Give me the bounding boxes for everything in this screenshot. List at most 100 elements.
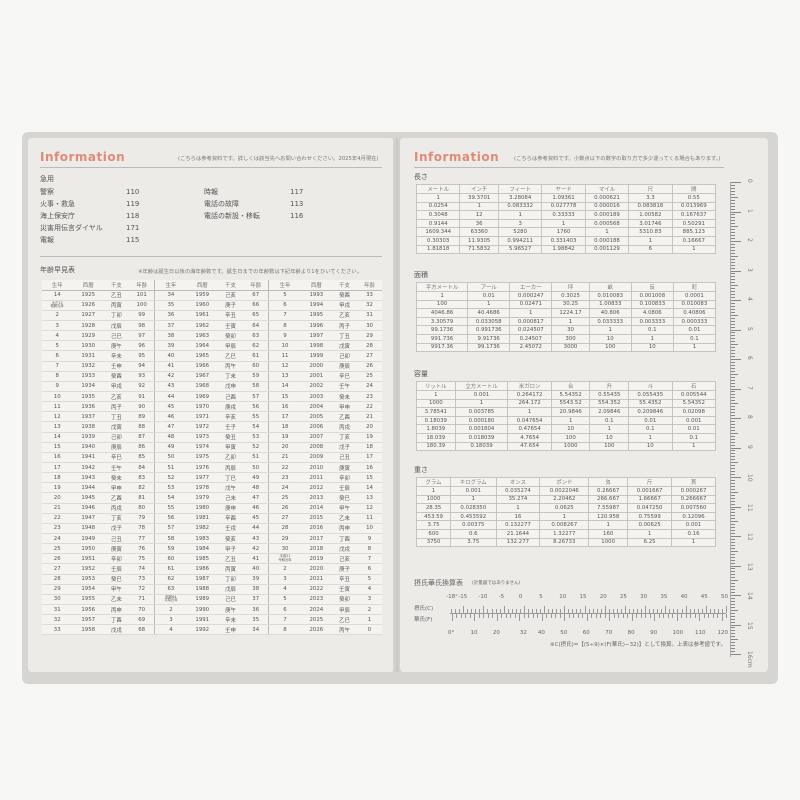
fahrenheit-tick <box>537 614 539 618</box>
left-page: Information (こちらは参考資料です。詳しくは該当先へお問い合わせくだ… <box>28 138 394 672</box>
ruler-tick <box>731 385 735 387</box>
table-cell: 30 <box>551 325 590 335</box>
table-cell: 11 <box>357 513 382 524</box>
table-cell: 戊子 <box>104 523 129 535</box>
column-header: キログラム <box>450 477 497 487</box>
table-row: 5 1930 庚午 96 39 1964 甲辰 62 10 1998 戊寅 28 <box>42 340 382 352</box>
table-cell: 3.28084 <box>497 193 543 203</box>
table-cell: 61 <box>242 350 269 362</box>
table-cell: 1.98842 <box>541 244 586 255</box>
table-cell: 癸酉 <box>332 290 357 301</box>
table-cell: 0.167637 <box>671 210 717 220</box>
table-cell: 辛亥 <box>218 411 243 423</box>
fahrenheit-label: 華氏(F) <box>414 617 433 623</box>
table-cell: 74 <box>128 563 155 575</box>
table-cell: 58 <box>154 533 187 545</box>
table-cell: 38 <box>242 584 269 595</box>
celsius-tick <box>560 609 562 613</box>
table-cell: 34 <box>242 624 269 636</box>
table-cell: 41 <box>154 361 187 372</box>
celsius-tick <box>487 609 489 613</box>
celsius-tick-label: 40 <box>680 594 688 600</box>
table-cell: 5543.52 <box>550 398 591 409</box>
ruler-tick <box>731 297 735 299</box>
celsius-tick-label: -5 <box>498 594 505 600</box>
emergency-name: 災害用伝言ダイヤル <box>40 224 103 232</box>
table-cell: 0.001 <box>671 520 716 530</box>
ruler-tick <box>731 574 735 576</box>
table-cell: 3 <box>497 218 543 229</box>
table-cell: 8.26733 <box>539 537 590 548</box>
ruler-tick <box>731 350 735 352</box>
table-cell: 57 <box>154 523 187 535</box>
ruler-tick <box>731 252 735 254</box>
table-cell: 61 <box>154 563 187 575</box>
table-cell: 辛卯 <box>104 553 129 565</box>
conversion-table: 平方メートル アール エーカー坪畝反町 1 0.01 0.000247 0.3025 0.01… <box>415 282 717 353</box>
table-row: 4 1929 己巳 97 38 1963 癸卯 63 9 1997 丁丑 29 <box>42 330 382 342</box>
table-cell: 戊寅 <box>104 421 129 433</box>
table-cell: 丁亥 <box>332 432 357 443</box>
table-cell: 81 <box>128 492 155 504</box>
fahrenheit-tick-label: 50 <box>560 630 568 636</box>
table-cell: 38 <box>154 330 187 342</box>
page-title: Information <box>414 150 500 164</box>
ruler-tick <box>731 232 735 234</box>
divider <box>414 167 724 168</box>
emergency-item: 電報 115 <box>40 234 139 246</box>
table-cell: 1609.344 <box>415 227 461 237</box>
table-cell: 63360 <box>459 227 499 237</box>
ruler-tick <box>731 612 735 614</box>
fahrenheit-tick <box>456 614 458 618</box>
fahrenheit-tick <box>622 614 624 618</box>
table-cell: 3.78541 <box>416 407 456 417</box>
fahrenheit-tick <box>681 614 683 618</box>
table-cell: 18 <box>42 472 73 484</box>
ruler-tick <box>731 477 741 478</box>
table-cell: 0.02471 <box>509 299 553 310</box>
table-cell: 78 <box>128 523 155 535</box>
table-cell: 1 <box>454 398 509 409</box>
celsius-tick-label: 20 <box>599 594 607 600</box>
table-cell: 1992 <box>186 624 219 636</box>
celsius-tick-label: 45 <box>700 594 708 600</box>
table-cell: 4 <box>42 330 73 342</box>
ruler-tick <box>731 323 735 325</box>
celsius-tick <box>677 609 679 613</box>
ruler: 0 1 2 3 4 5 6 7 8 9 10 11 12 13 14 15 16cm <box>730 179 760 668</box>
celsius-tick <box>475 609 477 613</box>
emergency-item: 警察 110 <box>40 186 139 198</box>
table-cell: 丙寅 <box>218 563 243 575</box>
table-header-row: グラム キログラム オンス ポンド匁斤貫 <box>415 477 716 487</box>
table-cell: 49 <box>242 472 269 484</box>
ruler-tick <box>731 429 735 431</box>
table-cell: 己丑 <box>104 533 129 545</box>
table-row: 20 1945 乙酉 81 54 1979 己未 47 25 2013 癸巳 13 <box>42 492 382 504</box>
table-cell: 壬子 <box>218 421 243 433</box>
table-cell: 0.1 <box>671 432 716 443</box>
emergency-item: 時報 117 <box>204 186 303 198</box>
table-cell: 16 <box>268 401 301 413</box>
celsius-tick <box>649 609 651 613</box>
table-cell: 19 <box>357 432 382 443</box>
table-cell: 0.027778 <box>541 201 586 212</box>
table-row: 0.0254 1 0.083332 0.027778 0.000016 0.083818 0… <box>415 201 717 212</box>
table-cell: 4 <box>154 624 187 636</box>
ruler-tick <box>731 497 735 499</box>
celsius-tick <box>673 609 675 613</box>
table-cell: 63 <box>154 584 187 595</box>
column-header: 生年 <box>268 280 301 291</box>
table-header-row: リットル 立方メートル 米ガロン合升斗石 <box>416 381 716 391</box>
conversion-table: リットル 立方メートル 米ガロン合升斗石 1 0.001 0.264172 5.54352 0… <box>416 381 716 452</box>
ruler-tick <box>731 479 735 481</box>
ruler-tick <box>731 512 735 514</box>
celsius-tick <box>693 609 695 613</box>
table-cell: 7 <box>357 553 382 565</box>
table-cell: 40.4686 <box>467 308 511 318</box>
table-cell: 1939 <box>72 432 104 443</box>
celsius-tick <box>471 609 473 613</box>
celsius-tick <box>503 606 505 613</box>
table-cell: 己亥 <box>332 553 357 565</box>
table-cell: 73 <box>128 574 155 585</box>
ruler-tick <box>731 311 735 313</box>
